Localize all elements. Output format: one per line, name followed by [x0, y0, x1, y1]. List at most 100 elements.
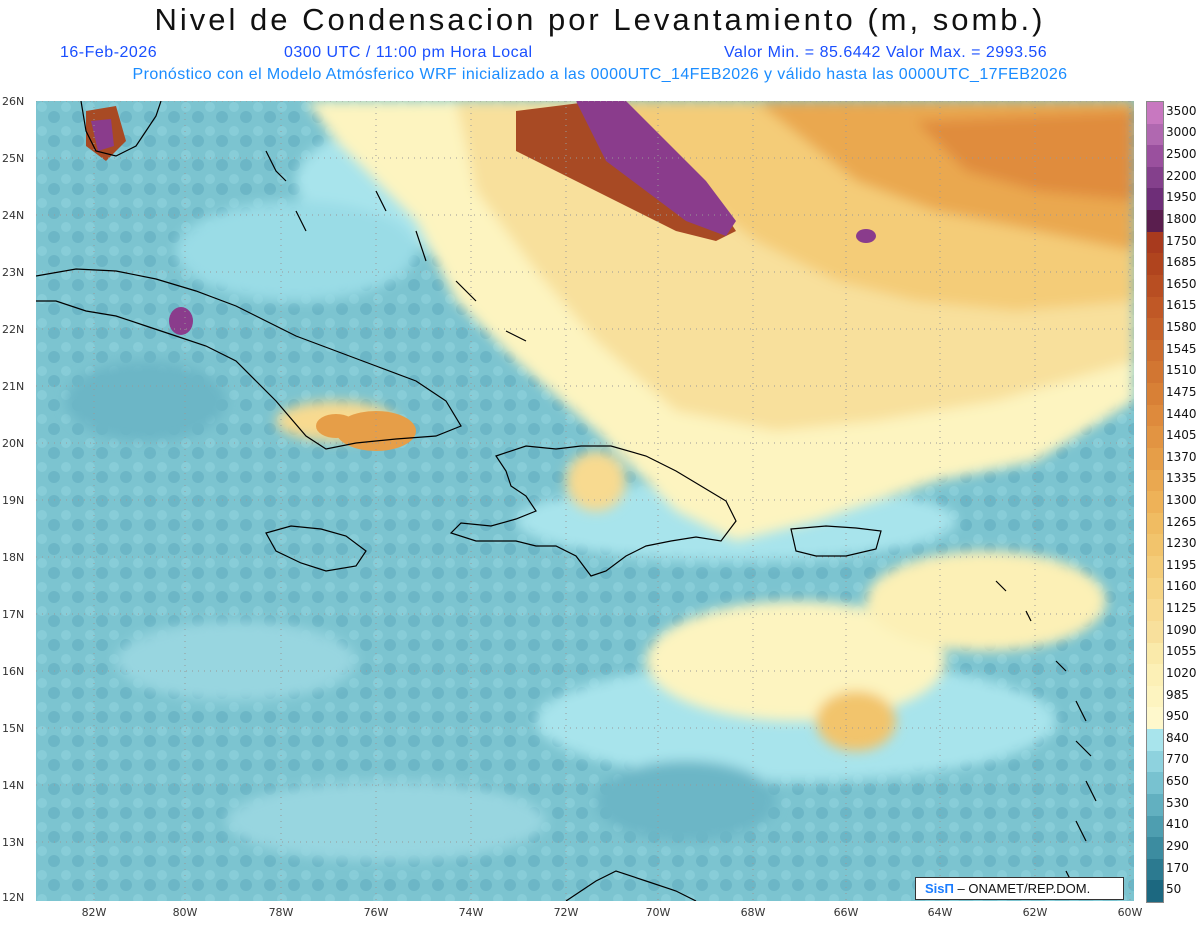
legend-value: 1090 — [1166, 622, 1197, 637]
legend-value: 1650 — [1166, 276, 1197, 291]
legend-swatch — [1147, 880, 1163, 903]
lon-label: 76W — [363, 906, 389, 919]
map-plot-area — [36, 101, 1134, 901]
max-lcl-zone — [86, 101, 876, 451]
legend-swatch — [1147, 339, 1163, 362]
time-label: 0300 UTC / 11:00 pm Hora Local — [284, 44, 533, 61]
puerto-rico-coast — [790, 525, 882, 557]
legend-value: 3000 — [1166, 125, 1197, 140]
legend-value: 1405 — [1166, 428, 1197, 443]
legend-value: 1020 — [1166, 665, 1197, 680]
legend-swatch — [1147, 102, 1163, 125]
legend-swatch — [1147, 231, 1163, 254]
min-max-label: Valor Min. = 85.6442 Valor Max. = 2993.5… — [724, 44, 1048, 61]
legend-value: 1335 — [1166, 471, 1197, 486]
florida-coast — [80, 101, 162, 157]
hispaniola-coast — [449, 445, 737, 577]
legend-value: 1055 — [1166, 644, 1197, 659]
color-legend — [1146, 101, 1164, 903]
legend-swatch — [1147, 166, 1163, 189]
legend-swatch — [1147, 296, 1163, 319]
lon-label: 82W — [81, 906, 107, 919]
legend-swatch — [1147, 318, 1163, 341]
legend-swatch — [1147, 534, 1163, 557]
legend-swatch — [1147, 404, 1163, 427]
legend-value: 1195 — [1166, 557, 1197, 572]
legend-value: 650 — [1166, 774, 1189, 789]
legend-value: 50 — [1166, 882, 1182, 897]
venezuela-coast — [565, 870, 697, 901]
legend-swatch — [1147, 599, 1163, 622]
lat-label: 16N — [2, 665, 25, 678]
legend-value: 1615 — [1166, 298, 1197, 313]
legend-swatch — [1147, 685, 1163, 708]
lat-label: 13N — [2, 836, 25, 849]
legend-swatch — [1147, 383, 1163, 406]
lesser-antilles — [995, 580, 1097, 892]
legend-value: 840 — [1166, 730, 1189, 745]
legend-swatch — [1147, 815, 1163, 838]
map-title: Nivel de Condensacion por Levantamiento … — [154, 2, 1046, 37]
legend-swatch — [1147, 707, 1163, 730]
legend-value: 770 — [1166, 752, 1189, 767]
legend-swatch — [1147, 772, 1163, 795]
legend-value: 1265 — [1166, 514, 1197, 529]
legend-swatch — [1147, 729, 1163, 752]
legend-value: 985 — [1166, 687, 1189, 702]
legend-swatch — [1147, 512, 1163, 535]
lat-label: 21N — [2, 380, 25, 393]
legend-value: 1750 — [1166, 233, 1197, 248]
credit-box: SisΠ – ONAMET/REP.DOM. — [915, 877, 1124, 900]
lon-label: 68W — [740, 906, 766, 919]
lat-label: 23N — [2, 266, 25, 279]
date-label: 16-Feb-2026 — [60, 44, 158, 61]
legend-value: 2500 — [1166, 147, 1197, 162]
legend-swatch — [1147, 837, 1163, 860]
legend-value: 1370 — [1166, 449, 1197, 464]
legend-value: 1800 — [1166, 211, 1197, 226]
legend-value: 3500 — [1166, 103, 1197, 118]
lon-label: 70W — [645, 906, 671, 919]
lat-label: 22N — [2, 323, 25, 336]
legend-value: 1440 — [1166, 406, 1197, 421]
legend-value: 1545 — [1166, 341, 1197, 356]
lat-lon-grid — [36, 101, 1134, 901]
legend-value: 2200 — [1166, 168, 1197, 183]
legend-value: 1580 — [1166, 320, 1197, 335]
legend-swatch — [1147, 491, 1163, 514]
coastlines — [36, 101, 1097, 901]
legend-value: 1685 — [1166, 255, 1197, 270]
lat-label: 26N — [2, 95, 25, 108]
legend-swatch — [1147, 274, 1163, 298]
credit-text: – ONAMET/REP.DOM. — [957, 881, 1091, 896]
legend-swatch — [1147, 620, 1163, 644]
lcl-shaded-map — [36, 101, 1134, 901]
lat-label: 15N — [2, 722, 25, 735]
lat-label: 24N — [2, 209, 25, 222]
lat-label: 17N — [2, 608, 25, 621]
legend-value: 950 — [1166, 709, 1189, 724]
legend-swatch — [1147, 577, 1163, 600]
lat-label: 25N — [2, 152, 25, 165]
legend-swatch — [1147, 858, 1163, 881]
lat-label: 18N — [2, 551, 25, 564]
legend-swatch — [1147, 750, 1163, 773]
legend-swatch — [1147, 188, 1163, 211]
lon-label: 66W — [833, 906, 859, 919]
legend-value: 410 — [1166, 817, 1189, 832]
lon-label: 60W — [1117, 906, 1143, 919]
legend-value: 1160 — [1166, 579, 1197, 594]
lat-label: 14N — [2, 779, 25, 792]
legend-swatch — [1147, 642, 1163, 665]
legend-swatch — [1147, 793, 1163, 816]
sispi-logo: SisΠ — [925, 881, 954, 896]
lon-label: 80W — [172, 906, 198, 919]
legend-value: 530 — [1166, 795, 1189, 810]
jamaica-coast — [265, 525, 367, 572]
legend-swatch — [1147, 361, 1163, 384]
legend-value: 170 — [1166, 860, 1189, 875]
legend-swatch — [1147, 664, 1163, 687]
legend-swatch — [1147, 469, 1163, 492]
legend-value: 1300 — [1166, 493, 1197, 507]
legend-swatch — [1147, 210, 1163, 233]
